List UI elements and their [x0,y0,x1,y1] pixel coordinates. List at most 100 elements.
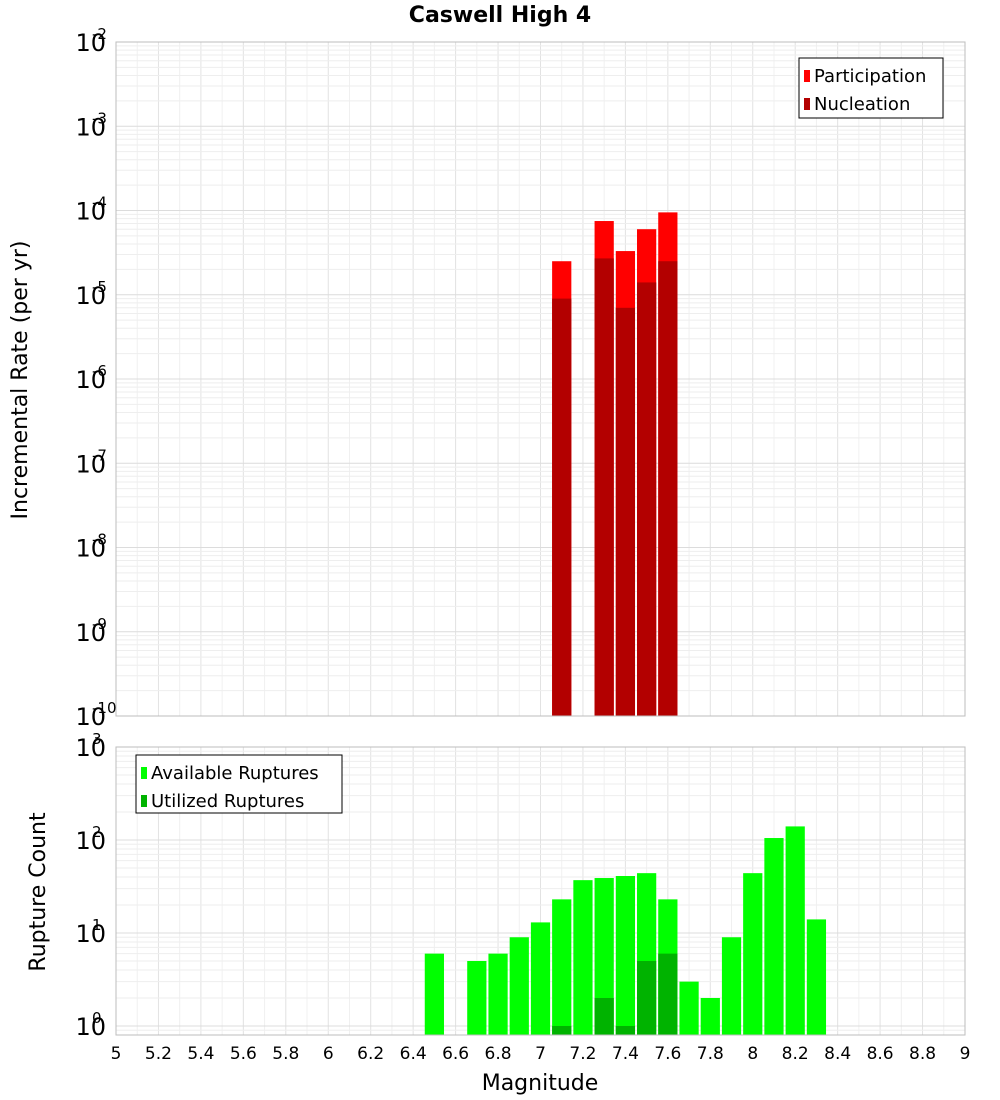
x-tick-label: 7.2 [569,1044,596,1064]
rate-panel-y-tick: 10-9 [75,615,107,647]
rate-panel-y-tick-exp: -5 [92,278,107,296]
count-panel-legend-swatch [141,767,147,779]
rate-panel-bar-nucleation [552,298,572,716]
rate-panel-y-tick: 10-7 [75,446,107,478]
count-panel-y-tick-exp: 1 [92,916,102,934]
x-tick-label: 7.4 [612,1044,639,1064]
x-tick-label: 8.8 [909,1044,936,1064]
rate-panel-y-tick-exp: -7 [92,446,107,464]
count-panel-bar-available-ruptures [806,919,827,1035]
count-panel-bar-available-ruptures [679,981,699,1035]
rate-panel-legend-swatch [804,98,810,110]
count-panel-bar-available-ruptures [700,997,720,1035]
count-panel-y-tick-exp: 3 [92,730,102,748]
x-tick-label: 5.2 [145,1044,172,1064]
x-tick-label: 8.2 [782,1044,809,1064]
count-panel-y-tick: 101 [75,916,106,948]
count-panel-bar-utilized-ruptures [637,960,657,1035]
x-tick-label: 7.8 [697,1044,724,1064]
count-panel-y-tick: 102 [75,823,106,855]
count-panel-legend-box [135,754,343,814]
rate-panel-y-tick-base: 10 [75,282,106,310]
rate-panel-y-tick: 10-4 [75,194,107,226]
count-panel-y-tick-exp: 0 [92,1009,102,1027]
rate-panel-bar-nucleation [658,261,678,716]
count-panel-frame [115,746,966,1036]
rate-panel-y-tick-exp: -3 [92,109,107,127]
count-panel-y-tick-base: 10 [75,827,106,855]
chart-title: Caswell High 4 [409,3,591,28]
rate-panel-y-tick-exp: -9 [92,615,107,633]
count-panel-bar-available-ruptures [509,937,529,1035]
count-panel-series-1 [552,953,678,1035]
rate-panel-legend-swatch [804,70,810,82]
count-panel-y-tick: 100 [75,1009,106,1041]
rate-panel-y-tick: 10-8 [75,531,107,563]
count-panel-y-tick-base: 10 [75,734,106,762]
rate-panel-legend-box [798,57,944,119]
x-tick-label: 5.4 [187,1044,214,1064]
count-panel-bar-utilized-ruptures [594,997,614,1035]
rate-panel-y-tick-base: 10 [75,113,106,141]
count-panel-bar-available-ruptures [424,953,444,1035]
x-axis-ticks: 5 5.2 5.4 5.6 5.8 6 6.2 6.4 6.6 6.8 7 7.2 7.4 7.6 7.8 8… [111,1044,971,1064]
x-tick-label: 8 [747,1044,758,1064]
rate-panel-frame [115,41,966,717]
rate-panel-series-1 [552,258,678,716]
count-panel-bar-utilized-ruptures [552,1025,572,1035]
count-panel-bar-available-ruptures [764,838,784,1035]
x-tick-label: 9 [960,1044,971,1064]
rate-panel-y-tick: 10-10 [75,699,116,731]
count-panel-legend-label: Available Ruptures [151,763,319,784]
rate-panel-y-tick-base: 10 [75,198,106,226]
count-panel-y-tick: 103 [75,730,106,762]
count-panel-y-tick-base: 10 [75,920,106,948]
rate-panel-y-tick-base: 10 [75,366,106,394]
count-panel-bar-available-ruptures [530,922,551,1035]
count-panel-y-tick-exp: 2 [92,823,102,841]
x-tick-label: 6.8 [485,1044,512,1064]
count-panel-bar-utilized-ruptures [658,953,678,1035]
rate-panel-y-tick-base: 10 [75,619,106,647]
x-tick-label: 6.2 [357,1044,384,1064]
count-panel-y-axis-label: Rupture Count [26,812,51,972]
rate-panel-y-tick-base: 10 [75,450,106,478]
rate-panel-bar-nucleation [637,282,657,716]
rate-panel-y-tick-base: 10 [75,535,106,563]
rate-panel-y-tick: 10-6 [75,362,107,394]
rate-panel-y-tick-exp: -2 [92,25,107,43]
x-tick-label: 5.6 [230,1044,257,1064]
count-panel-y-tick-base: 10 [75,1013,106,1041]
rate-panel-y-tick-base: 10 [75,29,106,57]
rate-panel-bar-nucleation [594,258,614,716]
rate-panel-y-tick-exp: -4 [92,194,107,212]
rate-panel-y-tick: 10-5 [75,278,107,310]
x-tick-label: 7.6 [654,1044,681,1064]
count-panel-bar-available-ruptures [573,880,593,1035]
rate-panel-y-tick: 10-2 [75,25,107,57]
x-tick-label: 5.8 [272,1044,299,1064]
rate-panel-y-tick: 10-3 [75,109,107,141]
x-tick-label: 7 [535,1044,546,1064]
rate-panel-grid [115,42,966,717]
count-panel-bar-available-ruptures [467,960,487,1035]
x-axis-label: Magnitude [482,1071,599,1096]
rate-panel-y-tick-exp: -10 [92,699,117,717]
count-panel-bar-utilized-ruptures [615,1025,636,1035]
count-panel-bar-available-ruptures [721,937,742,1035]
count-panel-bar-available-ruptures [785,826,805,1035]
rate-panel-y-axis-label: Incremental Rate (per yr) [8,241,33,520]
count-panel-bar-available-ruptures [615,876,636,1035]
count-panel-bar-available-ruptures [488,953,508,1035]
x-tick-label: 6.4 [400,1044,427,1064]
x-tick-label: 6 [323,1044,334,1064]
count-panel-legend-swatch [141,795,147,807]
rate-panel-y-tick-base: 10 [75,703,106,731]
rate-panel-legend: Participation Nucleation [798,57,944,119]
rate-panel-y-tick-exp: -6 [92,362,107,380]
rate-panel-legend-label: Nucleation [814,94,910,115]
count-panel-legend: Available Ruptures Utilized Ruptures [135,754,343,814]
count-panel-bar-available-ruptures [743,873,763,1035]
